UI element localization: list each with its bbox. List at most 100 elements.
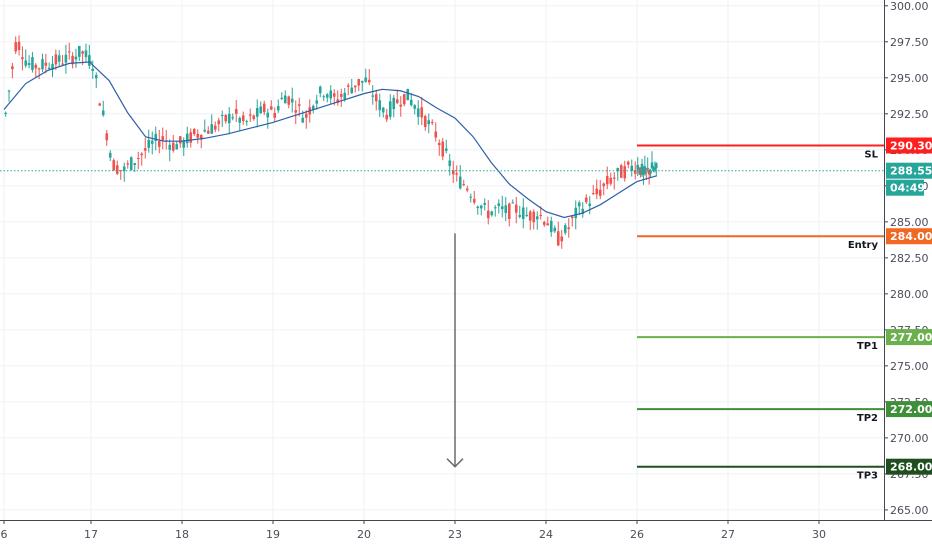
grid-lines	[0, 0, 884, 520]
candle-down	[420, 107, 424, 118]
candle-down	[423, 116, 427, 128]
candle-down	[105, 133, 109, 141]
tp1-level-label: TP1	[857, 341, 878, 352]
candle-up	[476, 206, 480, 209]
candle-down	[430, 121, 434, 124]
candle-up	[64, 54, 68, 63]
y-tick-label: 282.50	[890, 252, 929, 265]
current-price-tag-text: 288.55	[890, 165, 932, 178]
candle-up	[636, 164, 640, 170]
candle-down	[252, 115, 256, 120]
candle-up	[521, 207, 525, 220]
candle-up	[518, 215, 522, 217]
candle-up	[182, 140, 186, 148]
candle-down	[385, 114, 389, 120]
y-tick-label: 265.00	[890, 504, 929, 517]
candle-down	[136, 157, 140, 159]
candle-up	[563, 225, 567, 233]
candle-up	[84, 50, 88, 57]
sl-tag	[886, 137, 932, 154]
candle-down	[399, 104, 403, 107]
candle-up	[409, 99, 413, 106]
candle-up	[47, 67, 51, 70]
y-tick-label: 275.00	[890, 360, 929, 373]
candle-down	[192, 128, 196, 135]
candle-down	[21, 57, 24, 60]
candle-down	[336, 99, 340, 103]
candle-up	[406, 88, 410, 101]
candle-down	[119, 170, 123, 172]
x-tick-label: 23	[448, 528, 462, 541]
candle-down	[619, 165, 623, 178]
candle-down	[567, 227, 571, 229]
candle-down	[374, 94, 378, 102]
tp2-level-label: TP2	[857, 413, 878, 424]
entry-tag	[886, 228, 932, 245]
candle-up	[500, 206, 504, 210]
candle-down	[465, 188, 469, 191]
candle-down	[437, 142, 441, 146]
candle-down	[647, 169, 651, 175]
candle-up	[51, 63, 54, 70]
y-tick-label: 300.00	[890, 0, 929, 13]
candle-down	[71, 55, 74, 65]
candle-up	[185, 133, 189, 144]
candle-up	[283, 95, 287, 104]
candle-up	[490, 211, 494, 216]
candle-up	[649, 171, 652, 174]
candle-down	[189, 132, 193, 143]
candle-up	[7, 90, 11, 92]
y-tick-label: 297.50	[890, 36, 929, 49]
candle-up	[574, 207, 578, 219]
candle-down	[269, 106, 273, 110]
candle-down	[37, 68, 41, 70]
candle-down	[570, 216, 574, 219]
tp1-tag	[886, 329, 932, 346]
candle-up	[231, 117, 235, 119]
candle-down	[367, 79, 371, 83]
candle-down	[532, 211, 536, 223]
candle-down	[339, 94, 343, 97]
x-tick-label: 30	[812, 528, 826, 541]
candle-up	[31, 57, 34, 70]
candle-down	[595, 188, 599, 195]
candle-down	[639, 167, 642, 176]
y-tick-label: 292.50	[890, 108, 929, 121]
candle-up	[479, 205, 483, 209]
candle-down	[196, 133, 200, 138]
candle-down	[546, 223, 550, 226]
candle-down	[602, 183, 606, 187]
candle-down	[332, 93, 336, 97]
candle-down	[98, 103, 102, 106]
candle-down	[206, 130, 210, 134]
candle-up	[266, 112, 270, 118]
candle-down	[161, 136, 165, 141]
candle-down	[434, 131, 438, 138]
candle-down	[224, 115, 228, 122]
candle-down	[528, 211, 532, 221]
candle-down	[157, 141, 161, 147]
candle-down	[514, 204, 518, 213]
candle-up	[276, 106, 280, 111]
candle-down	[262, 103, 266, 113]
candle-down	[353, 85, 357, 88]
candle-down	[472, 198, 476, 203]
candle-down	[143, 148, 147, 151]
candle-down	[560, 236, 564, 242]
candle-down	[140, 153, 144, 156]
candle-up	[245, 121, 249, 123]
candle-up	[416, 108, 420, 117]
candle-up	[650, 162, 654, 169]
candle-up	[343, 92, 347, 100]
x-tick-label: 27	[721, 528, 735, 541]
x-tick-label: 18	[175, 528, 189, 541]
candle-up	[616, 168, 620, 172]
candle-up	[175, 144, 179, 150]
y-tick-label: 280.00	[890, 288, 929, 301]
candle-down	[626, 161, 630, 165]
candle-up	[448, 160, 452, 167]
candle-up	[646, 167, 650, 169]
countdown-tag	[886, 179, 924, 196]
candle-down	[287, 96, 291, 105]
countdown-text: 04:49	[890, 182, 925, 195]
